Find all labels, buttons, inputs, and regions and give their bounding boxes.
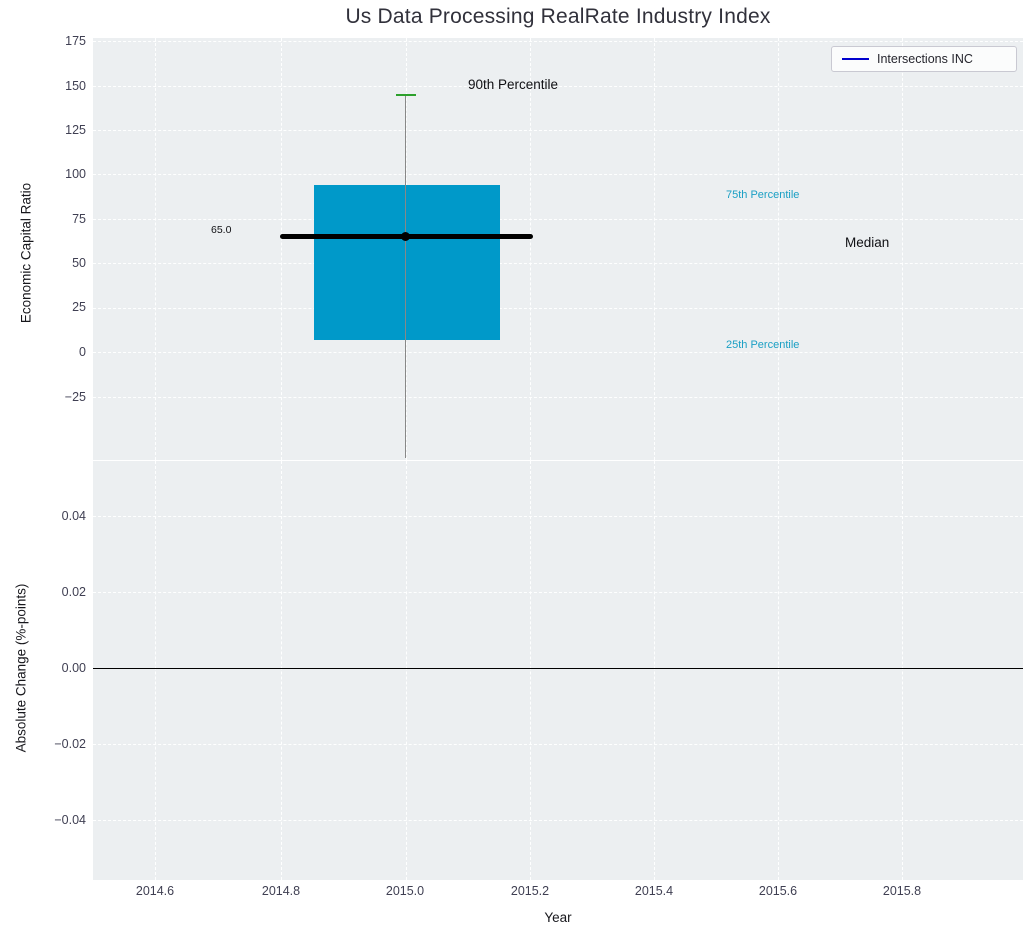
gridline bbox=[654, 38, 655, 460]
boxplot-iqr-box bbox=[314, 185, 500, 340]
gridline bbox=[93, 263, 1023, 264]
zero-baseline bbox=[93, 668, 1023, 670]
gridline bbox=[93, 744, 1023, 745]
ytick-label: 50 bbox=[72, 256, 86, 270]
legend-line-sample bbox=[842, 58, 869, 60]
gridline bbox=[530, 461, 531, 880]
legend-label: Intersections INC bbox=[877, 52, 973, 66]
xtick-label: 2014.8 bbox=[261, 884, 301, 898]
ytick-label: 0.04 bbox=[61, 509, 86, 523]
ytick-label: 25 bbox=[72, 300, 86, 314]
chart-title: Us Data Processing RealRate Industry Ind… bbox=[345, 5, 771, 28]
gridline bbox=[902, 461, 903, 880]
p75-annotation: 75th Percentile bbox=[726, 189, 800, 201]
gridline bbox=[778, 461, 779, 880]
gridline bbox=[530, 38, 531, 460]
gridline bbox=[93, 41, 1023, 42]
gridline bbox=[93, 308, 1023, 309]
ytick-label: 75 bbox=[72, 212, 86, 226]
gridline bbox=[654, 461, 655, 880]
gridline bbox=[93, 130, 1023, 131]
ytick-label: −25 bbox=[64, 390, 86, 404]
gridline bbox=[93, 592, 1023, 593]
boxplot-90th-percentile-cap bbox=[396, 94, 416, 96]
ytick-label: 100 bbox=[65, 167, 86, 181]
xtick-label: 2014.6 bbox=[135, 884, 175, 898]
gridline bbox=[406, 461, 407, 880]
gridline bbox=[93, 86, 1023, 87]
ytick-label: 175 bbox=[65, 34, 86, 48]
bottom-plot-area bbox=[93, 461, 1023, 880]
legend: Intersections INC bbox=[831, 46, 1017, 72]
boxplot-median-marker bbox=[401, 232, 410, 241]
ytick-label: −0.02 bbox=[54, 737, 86, 751]
ytick-label: 0.00 bbox=[61, 661, 86, 675]
ytick-label: −0.04 bbox=[54, 813, 86, 827]
gridline bbox=[155, 461, 156, 880]
x-axis-title: Year bbox=[544, 910, 572, 925]
gridline bbox=[93, 516, 1023, 517]
xtick-label: 2015.0 bbox=[385, 884, 425, 898]
median-annotation: Median bbox=[845, 235, 890, 250]
ytick-label: 125 bbox=[65, 123, 86, 137]
gridline bbox=[281, 38, 282, 460]
top-y-axis-title: Economic Capital Ratio bbox=[18, 182, 34, 324]
ytick-label: 0 bbox=[79, 345, 86, 359]
gridline bbox=[155, 38, 156, 460]
gridline bbox=[93, 352, 1023, 353]
gridline bbox=[778, 38, 779, 460]
xtick-label: 2015.6 bbox=[758, 884, 798, 898]
gridline bbox=[93, 820, 1023, 821]
gridline bbox=[902, 38, 903, 460]
p90-annotation: 90th Percentile bbox=[468, 77, 559, 92]
median-value-label: 65.0 bbox=[211, 224, 232, 236]
p25-annotation: 25th Percentile bbox=[726, 339, 800, 351]
gridline bbox=[93, 174, 1023, 175]
top-plot-area: 65.0 90th Percentile 75th Percentile Med… bbox=[93, 38, 1023, 460]
bottom-y-axis-title: Absolute Change (%-points) bbox=[13, 583, 29, 753]
ytick-label: 150 bbox=[65, 79, 86, 93]
gridline bbox=[281, 461, 282, 880]
gridline bbox=[93, 219, 1023, 220]
xtick-label: 2015.8 bbox=[882, 884, 922, 898]
ytick-label: 0.02 bbox=[61, 585, 86, 599]
xtick-label: 2015.2 bbox=[510, 884, 550, 898]
gridline bbox=[93, 397, 1023, 398]
boxplot-whisker bbox=[405, 95, 406, 458]
xtick-label: 2015.4 bbox=[634, 884, 674, 898]
